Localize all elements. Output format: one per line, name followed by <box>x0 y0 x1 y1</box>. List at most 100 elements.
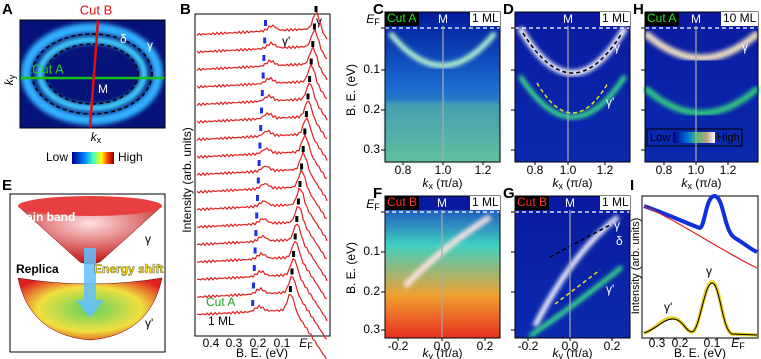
sub: x <box>687 181 692 191</box>
y-tick-label: 0.1 <box>363 244 380 258</box>
band <box>528 265 624 338</box>
ml-label: 1 ML <box>472 11 499 25</box>
e: E <box>731 336 740 350</box>
band-label: γ' <box>606 282 614 296</box>
x-axis-label: ky (π/a) <box>422 346 462 359</box>
k: k <box>681 176 688 190</box>
colorbar <box>72 152 114 164</box>
panel-b: B Intensity (arb. units) γ' γ Cut A 1 ML… <box>180 1 331 359</box>
peak-marker <box>314 6 318 12</box>
x-axis-label: B. E. (eV) <box>236 346 288 359</box>
panel-d: D M 1 ML γ γ' 0.8 1.0 1.2 kx (π/a) <box>503 1 631 191</box>
spectrum <box>196 100 328 140</box>
axis-label: kx <box>91 130 102 145</box>
unit: (π/a) <box>563 176 593 190</box>
spectrum <box>196 45 328 81</box>
k: k <box>2 78 16 85</box>
panel-label: G <box>503 185 515 202</box>
contour <box>45 43 139 105</box>
fit <box>643 280 758 337</box>
y-axis-label: B. E. (eV) <box>344 64 358 116</box>
background <box>643 205 758 269</box>
x-tick-label: 0.8 <box>527 163 544 177</box>
ml-box <box>470 12 500 26</box>
ml-label: 1 ML <box>602 195 629 209</box>
unit: (π/a) <box>433 346 463 359</box>
cut-label: Cut B <box>80 2 113 17</box>
point-label: M <box>437 196 447 210</box>
x-tick-label: 0.1 <box>274 336 291 350</box>
frame <box>514 195 631 339</box>
y-tick-label: EF <box>366 197 380 212</box>
point-label: M <box>98 82 108 96</box>
peak-marker <box>295 216 299 222</box>
replica-marker <box>259 125 263 131</box>
peak-marker <box>308 76 312 82</box>
replica-marker <box>261 72 265 79</box>
k: k <box>552 346 559 359</box>
sub: x <box>97 135 102 145</box>
replica-marker <box>256 177 260 184</box>
band-label: γ' <box>145 316 153 330</box>
panel-label: D <box>503 1 514 18</box>
colorbar-box <box>646 128 743 147</box>
frame <box>641 195 759 339</box>
bottom-axis: B. E. (eV) EF 0.1 0.2 0.3 <box>344 197 380 336</box>
point-label: M <box>691 12 701 26</box>
spectrum <box>196 240 328 300</box>
x-axis-label: B. E. (eV) <box>674 346 726 359</box>
e: E <box>366 197 375 211</box>
sub: x <box>558 181 563 191</box>
sub: F <box>374 17 380 27</box>
ml-label: 1 ML <box>472 195 499 209</box>
peak-marker <box>304 111 308 117</box>
peak-marker <box>298 181 302 187</box>
sub: y <box>558 351 563 359</box>
band-label: Main band <box>16 210 75 224</box>
sub: F <box>739 341 745 351</box>
spectrum <box>196 275 328 340</box>
sub: x <box>428 181 433 191</box>
y-tick-label: 0.2 <box>363 102 380 116</box>
peak-marker <box>288 286 292 292</box>
replica-marker <box>254 230 258 236</box>
x-tick-label: 0.4 <box>203 336 220 350</box>
data <box>643 282 758 336</box>
x-tick-label: 0.3 <box>649 336 666 350</box>
x-axis-label: kx (π/a) <box>552 176 592 191</box>
panel-e: E Main band γ Replica Energy shift γ' <box>2 177 166 353</box>
sub: y <box>7 74 17 79</box>
spectrum <box>196 223 328 282</box>
colorbar <box>673 132 715 143</box>
shift-label: Energy shift <box>94 262 163 276</box>
point-label: M <box>563 12 573 26</box>
top-axis: B. E. (eV) EF 0.1 0.2 0.3 <box>344 12 380 156</box>
replica-marker <box>256 195 259 201</box>
colorbar-high: High <box>717 132 740 144</box>
cut-label: Cut B <box>517 195 547 209</box>
spectrum <box>196 27 328 60</box>
cut-label: Cut A <box>32 61 64 76</box>
point-label: M <box>565 196 575 210</box>
e: E <box>366 12 375 26</box>
cut-label: Cut A <box>206 295 235 309</box>
y-tick-label: 0.3 <box>363 142 380 156</box>
sub: F <box>374 202 380 212</box>
x-tick-label: EF <box>299 336 313 351</box>
y-axis-label: Intensity (arb. units) <box>630 218 642 315</box>
x-tick-label: 1.0 <box>688 163 705 177</box>
panel-label: F <box>373 185 382 202</box>
x-tick-label: 0.2 <box>604 339 621 353</box>
point-label: M <box>438 12 448 26</box>
k: k <box>422 346 429 359</box>
band-label: γ' <box>664 300 672 314</box>
fit <box>549 223 613 258</box>
unit: (π/a) <box>563 346 593 359</box>
panel-label: E <box>2 177 12 194</box>
ml-box <box>721 12 758 26</box>
fs-ring <box>21 23 163 125</box>
panel-label: I <box>630 177 634 194</box>
sub: F <box>307 341 313 351</box>
spectrum <box>196 206 328 260</box>
